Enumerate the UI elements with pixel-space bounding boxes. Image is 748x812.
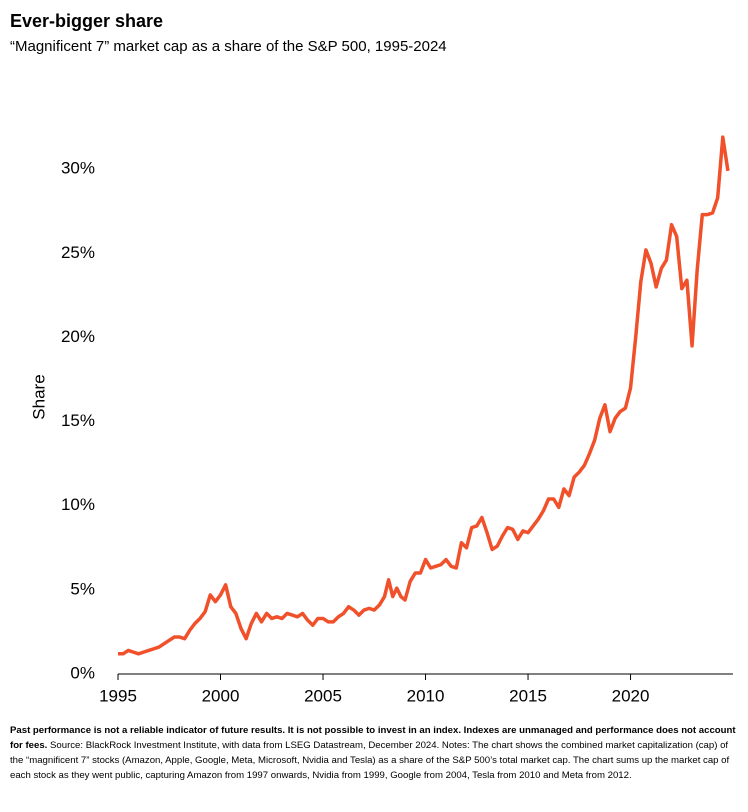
y-tick-label: 15% [61, 411, 95, 430]
chart-subtitle: “Magnificent 7” market cap as a share of… [10, 38, 447, 55]
footnote: Past performance is not a reliable indic… [10, 723, 738, 783]
x-tick-label: 1995 [99, 686, 137, 705]
y-tick-label: 25% [61, 243, 95, 262]
y-tick-label: 5% [70, 579, 95, 598]
footnote-bold: Past performance is not a reliable indic… [10, 725, 736, 751]
y-tick-label: 10% [61, 495, 95, 514]
chart-title: Ever-bigger share [10, 11, 163, 31]
series-line [118, 135, 730, 656]
chart: Ever-bigger share “Magnificent 7” market… [10, 11, 733, 705]
y-tick-label: 20% [61, 327, 95, 346]
x-tick-label: 2005 [304, 686, 342, 705]
x-tick-label: 2000 [202, 686, 240, 705]
y-tick-label: 30% [61, 159, 95, 178]
footnote-text: Source: BlackRock Investment Institute, … [10, 740, 730, 781]
y-tick-label: 0% [70, 663, 95, 682]
x-tick-label: 2015 [509, 686, 547, 705]
y-axis-label: Share [29, 374, 48, 419]
x-tick-label: 2020 [612, 686, 650, 705]
x-tick-label: 2010 [407, 686, 445, 705]
